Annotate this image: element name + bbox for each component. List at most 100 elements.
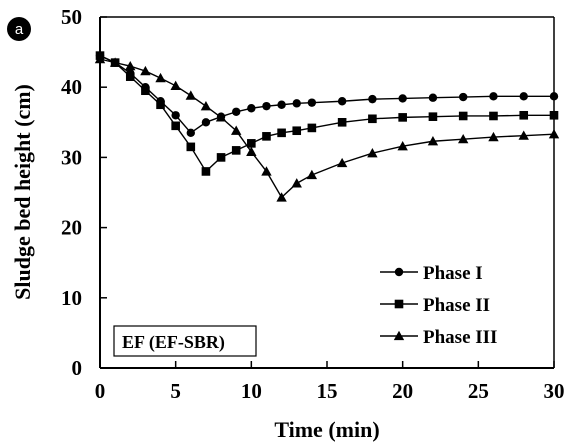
data-point (186, 128, 195, 138)
data-point (459, 92, 468, 102)
data-point (231, 125, 242, 135)
data-point (307, 123, 317, 133)
x-axis-label: Time (min) (274, 417, 379, 442)
data-point (337, 97, 347, 106)
data-point (368, 94, 377, 104)
data-point (247, 104, 256, 113)
data-point (94, 53, 106, 64)
panel-label-badge: a (7, 17, 31, 41)
data-point (548, 129, 560, 139)
data-point (458, 111, 468, 121)
data-point (231, 146, 241, 155)
legend-item: Phase I (380, 263, 483, 284)
data-point (232, 107, 241, 116)
x-tick-label: 0 (95, 379, 106, 403)
data-point (186, 142, 196, 152)
data-point (368, 114, 377, 124)
data-point (246, 146, 257, 156)
data-point (306, 169, 318, 180)
y-tick-label: 20 (61, 216, 82, 240)
data-point (307, 98, 317, 107)
series-line (99, 58, 555, 199)
x-tick-label: 30 (544, 379, 565, 403)
data-point (216, 153, 226, 162)
data-point (549, 92, 559, 101)
y-tick-label: 40 (61, 75, 82, 99)
data-point (109, 57, 121, 67)
data-point (247, 139, 256, 148)
data-point (170, 80, 181, 90)
y-tick-label: 0 (72, 356, 83, 380)
data-point (336, 157, 348, 168)
data-point (489, 111, 498, 121)
data-point (292, 126, 302, 136)
data-point (367, 147, 378, 158)
legend-marker (393, 330, 405, 341)
data-point (201, 118, 211, 127)
y-axis-label: Sludge bed height (cm) (10, 84, 35, 300)
data-point (200, 100, 212, 111)
data-point (141, 86, 150, 96)
legend-marker (394, 267, 404, 277)
data-point (428, 112, 438, 121)
series-line (99, 54, 554, 173)
data-point (427, 136, 439, 146)
data-point (458, 133, 469, 144)
data-point (489, 92, 498, 101)
data-point (518, 130, 529, 140)
data-point (156, 100, 165, 110)
x-tick-label: 5 (170, 379, 181, 403)
series-circle (95, 51, 559, 138)
data-point (262, 101, 271, 111)
data-point (519, 110, 529, 120)
data-point (171, 111, 180, 120)
annotation-text: EF (EF-SBR) (122, 332, 225, 353)
legend-marker (394, 299, 404, 309)
legend: Phase I Phase II Phase III (380, 263, 497, 348)
y-axis-ticks: 0 10 20 30 40 50 (61, 5, 107, 380)
panel-label: a (15, 21, 24, 38)
data-point (171, 121, 180, 131)
y-tick-label: 30 (61, 145, 82, 169)
series-line (99, 54, 554, 134)
data-point (125, 60, 136, 71)
legend-label: Phase I (423, 263, 483, 284)
data-point (428, 93, 438, 102)
data-point (488, 131, 499, 142)
annotation-frame (113, 325, 257, 357)
x-tick-label: 20 (392, 379, 413, 403)
series-layer (94, 51, 560, 202)
data-point (397, 140, 408, 151)
data-point (155, 72, 166, 83)
data-point (215, 112, 227, 122)
data-point (337, 118, 347, 127)
x-tick-label: 10 (241, 379, 262, 403)
data-point (519, 92, 528, 101)
data-point (277, 100, 286, 109)
data-point (291, 178, 302, 188)
x-tick-label: 25 (468, 379, 489, 403)
legend-item: Phase III (380, 327, 497, 348)
data-point (276, 192, 287, 202)
data-point (261, 166, 272, 176)
legend-label: Phase II (423, 295, 490, 316)
x-axis-ticks: 0 5 10 15 20 25 30 (95, 361, 565, 403)
data-point (201, 167, 211, 176)
legend-label: Phase III (423, 327, 497, 348)
data-point (262, 132, 271, 141)
data-point (292, 99, 301, 108)
legend-item: Phase II (380, 295, 490, 316)
y-tick-label: 10 (61, 286, 82, 310)
data-point (185, 90, 196, 100)
y-tick-label: 50 (61, 5, 82, 29)
data-point (549, 110, 559, 120)
data-point (125, 72, 135, 81)
series-square (95, 51, 559, 176)
annotation-box: EF (EF-SBR) (113, 325, 257, 357)
data-point (277, 128, 286, 138)
x-tick-label: 15 (317, 379, 338, 403)
data-point (398, 113, 407, 122)
series-triangle (94, 53, 560, 202)
data-point (140, 65, 151, 76)
